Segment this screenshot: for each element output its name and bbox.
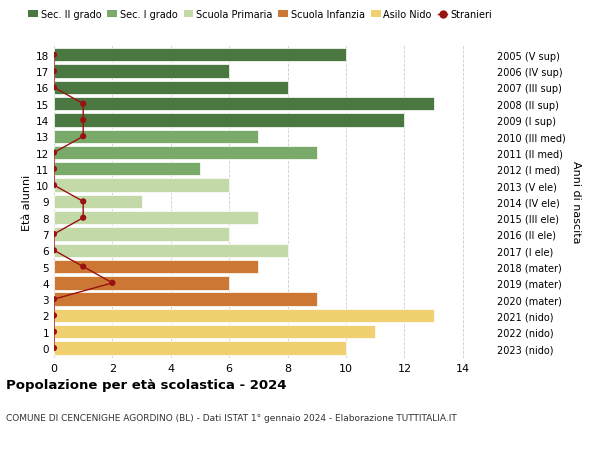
Point (49, 247, 59, 254)
Bar (54, 212, 259, 225)
Text: COMUNE DI CENCENIGHE AGORDINO (BL) - Dati ISTAT 1° gennaio 2024 - Elaborazione T: COMUNE DI CENCENIGHE AGORDINO (BL) - Dat… (6, 413, 457, 422)
Bar (54, 179, 229, 192)
Point (79, 198, 88, 206)
Point (49, 182, 59, 190)
Bar (54, 309, 434, 322)
Point (49, 150, 59, 157)
Point (79, 117, 88, 124)
Point (49, 166, 59, 173)
Y-axis label: Anni di nascita: Anni di nascita (571, 161, 581, 243)
Bar (54, 65, 229, 78)
Bar (54, 49, 346, 62)
Point (79, 214, 88, 222)
Point (79, 133, 88, 140)
Bar (54, 146, 317, 160)
Point (49, 296, 59, 303)
Point (79, 101, 88, 108)
Point (49, 52, 59, 59)
Point (49, 68, 59, 76)
Bar (54, 325, 375, 339)
Point (49, 345, 59, 352)
Legend: Sec. II grado, Sec. I grado, Scuola Primaria, Scuola Infanzia, Asilo Nido, Stran: Sec. II grado, Sec. I grado, Scuola Prim… (28, 10, 492, 20)
Bar (54, 260, 259, 274)
Bar (54, 114, 404, 127)
Bar (54, 195, 142, 209)
Bar (54, 82, 287, 95)
Bar (54, 130, 259, 144)
Bar (54, 293, 317, 306)
Bar (54, 98, 434, 111)
Text: Popolazione per età scolastica - 2024: Popolazione per età scolastica - 2024 (6, 379, 287, 392)
Y-axis label: Età alunni: Età alunni (22, 174, 32, 230)
Point (49, 328, 59, 336)
Bar (54, 228, 229, 241)
Point (79, 263, 88, 271)
Bar (54, 244, 287, 257)
Point (49, 312, 59, 319)
Bar (54, 341, 346, 355)
Point (49, 84, 59, 92)
Point (107, 280, 117, 287)
Bar (54, 277, 229, 290)
Point (49, 231, 59, 238)
Bar (54, 163, 200, 176)
